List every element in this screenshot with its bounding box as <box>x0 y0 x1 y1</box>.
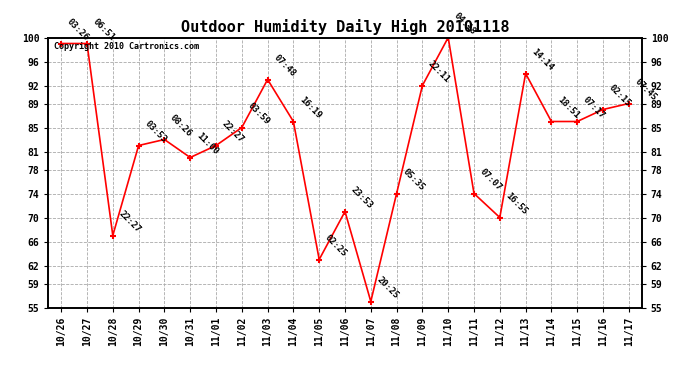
Text: 04:18: 04:18 <box>453 11 477 37</box>
Text: 03:53: 03:53 <box>143 119 168 145</box>
Text: 22:11: 22:11 <box>426 59 452 85</box>
Text: 11:00: 11:00 <box>195 131 219 157</box>
Text: 20:25: 20:25 <box>375 275 400 301</box>
Text: 16:55: 16:55 <box>504 191 529 217</box>
Text: 07:07: 07:07 <box>478 167 504 193</box>
Text: 03:59: 03:59 <box>246 101 271 127</box>
Text: 07:17: 07:17 <box>582 95 607 121</box>
Text: 23:53: 23:53 <box>349 185 375 211</box>
Text: Copyright 2010 Cartronics.com: Copyright 2010 Cartronics.com <box>55 42 199 51</box>
Text: 07:48: 07:48 <box>272 53 297 79</box>
Title: Outdoor Humidity Daily High 20101118: Outdoor Humidity Daily High 20101118 <box>181 19 509 35</box>
Text: 07:45: 07:45 <box>633 77 658 103</box>
Text: 06:51: 06:51 <box>91 17 117 43</box>
Text: 18:51: 18:51 <box>555 95 581 121</box>
Text: 05:35: 05:35 <box>401 167 426 193</box>
Text: 22:27: 22:27 <box>220 119 246 145</box>
Text: 08:26: 08:26 <box>168 113 194 139</box>
Text: 02:15: 02:15 <box>607 83 633 109</box>
Text: 16:19: 16:19 <box>297 95 323 121</box>
Text: 14:14: 14:14 <box>530 47 555 73</box>
Text: 02:25: 02:25 <box>324 233 348 259</box>
Text: 22:27: 22:27 <box>117 209 142 235</box>
Text: 03:26: 03:26 <box>66 17 90 43</box>
